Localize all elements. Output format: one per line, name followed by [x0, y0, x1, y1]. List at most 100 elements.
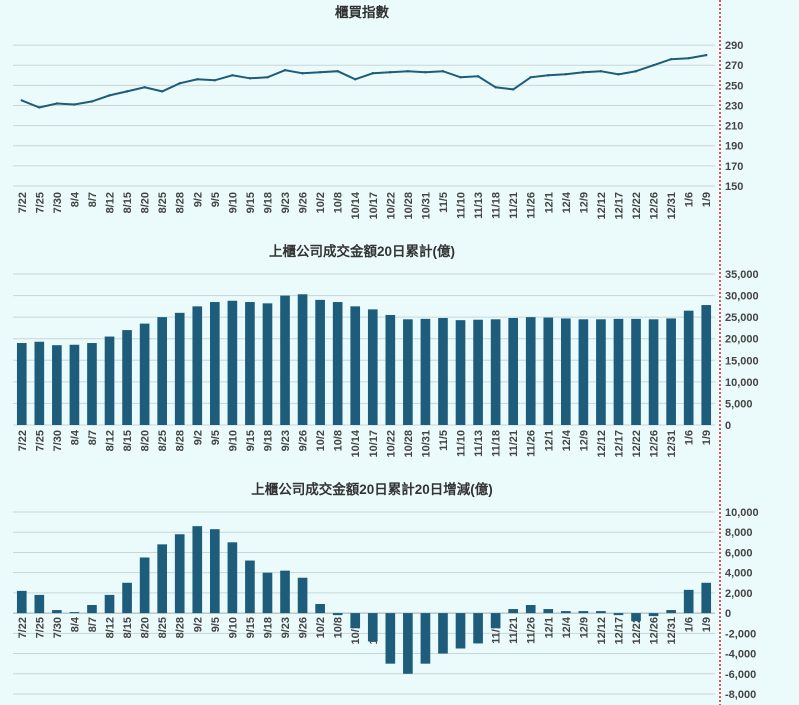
index-point — [582, 71, 585, 74]
x-tick-label: 12/26 — [649, 192, 661, 220]
change-bar — [227, 542, 238, 614]
turnover-bar — [701, 305, 712, 425]
turnover-bar — [87, 343, 97, 425]
x-tick-label: 11/26 — [526, 617, 538, 644]
change-bar — [122, 582, 132, 614]
y-tick-label: 35,000 — [725, 269, 759, 281]
turnover-chart-title: 上櫃公司成交金額20日累計(億) — [269, 243, 455, 259]
x-tick-label: 8/20 — [140, 430, 152, 451]
y-tick-label: 270 — [725, 60, 743, 72]
x-tick-label: 11/26 — [526, 430, 538, 457]
change-bar — [104, 594, 115, 614]
index-point — [459, 76, 462, 79]
turnover-bar — [192, 306, 203, 425]
x-tick-label: 9/15 — [245, 430, 257, 451]
turnover-bar — [473, 319, 483, 425]
turnover-bar — [16, 343, 27, 425]
x-tick-label: 12/12 — [596, 192, 608, 220]
change-bar — [613, 613, 624, 616]
turnover-bar — [174, 312, 185, 425]
change-bar — [174, 534, 185, 614]
turnover-bar — [34, 341, 45, 425]
x-tick-label: 8/28 — [175, 430, 187, 451]
index-point — [125, 90, 129, 93]
turnover-bar — [227, 300, 238, 425]
turnover-bar — [578, 319, 589, 425]
x-tick-label: 1/9 — [701, 192, 713, 207]
turnover-change-bar-panel: 上櫃公司成交金額20日累計20日增減(億) -8,000 -6,000 -4,000… — [13, 481, 759, 701]
turnover-bar — [332, 302, 343, 425]
index-point — [476, 75, 480, 78]
x-tick-label: 8/15 — [122, 430, 134, 451]
y-tick-label: 210 — [725, 121, 743, 133]
x-tick-label: 8/12 — [105, 192, 117, 213]
index-point — [547, 74, 550, 77]
x-tick-label: 7/25 — [34, 430, 46, 451]
change-bar — [648, 613, 659, 617]
x-tick-label: 10/8 — [333, 617, 345, 638]
index-point — [564, 73, 568, 76]
y-tick-label: 0 — [725, 420, 731, 432]
turnover-bar — [560, 318, 571, 425]
x-tick-label: 11/5 — [438, 192, 450, 213]
x-tick-label: 10/22 — [385, 192, 397, 220]
change-bar — [16, 590, 27, 614]
y-tick-label: 0 — [725, 608, 731, 620]
change-bar — [683, 589, 694, 614]
index-point — [318, 71, 322, 74]
index-point — [160, 90, 164, 93]
change-bar — [315, 604, 325, 614]
y-tick-label: 25,000 — [725, 312, 759, 324]
x-tick-label: 11/10 — [456, 430, 468, 457]
y-tick-label: -4,000 — [725, 649, 756, 661]
index-point — [687, 56, 690, 60]
x-tick-label: 12/17 — [613, 617, 625, 645]
index-series-line — [21, 54, 707, 109]
index-point — [213, 79, 217, 82]
x-tick-label: 9/26 — [298, 430, 310, 451]
x-tick-label: 11/18 — [491, 430, 503, 457]
index-point — [494, 86, 497, 89]
x-tick-label: 12/22 — [631, 192, 643, 220]
x-tick-label: 8/7 — [87, 430, 99, 445]
index-point — [354, 78, 357, 81]
x-tick-label: 1/6 — [684, 192, 696, 207]
change-bar — [69, 612, 80, 614]
change-bar — [297, 577, 308, 614]
index-point — [231, 74, 234, 77]
x-tick-label: 8/25 — [157, 192, 169, 213]
change-bar — [631, 613, 641, 622]
change-bar — [438, 613, 448, 654]
x-tick-label: 8/4 — [69, 191, 81, 207]
x-tick-label: 9/23 — [280, 617, 292, 638]
x-tick-label: 11/13 — [473, 192, 485, 219]
x-tick-label: 10/17 — [368, 192, 380, 220]
index-point — [108, 94, 111, 97]
x-tick-label: 9/10 — [227, 430, 239, 451]
index-point — [266, 76, 269, 79]
x-tick-label: 11/18 — [491, 192, 503, 219]
index-point — [406, 70, 410, 73]
x-tick-label: 12/31 — [666, 192, 678, 220]
x-tick-label: 12/22 — [631, 617, 643, 645]
change-bar — [473, 613, 483, 644]
y-tick-label: -8,000 — [725, 689, 756, 701]
x-tick-label: 10/2 — [315, 192, 327, 213]
x-tick-label: 12/1 — [543, 192, 555, 213]
x-tick-label: 1/9 — [701, 430, 713, 445]
x-tick-label: 10/2 — [315, 617, 327, 638]
y-tick-label: -2,000 — [725, 628, 756, 640]
index-point — [634, 70, 638, 73]
change-bar — [455, 613, 466, 649]
x-tick-label: 7/25 — [34, 192, 46, 213]
turnover-bar — [52, 345, 62, 425]
y-tick-label: 20,000 — [725, 334, 759, 346]
x-tick-label: 11/21 — [508, 430, 520, 457]
x-tick-label: 10/17 — [368, 430, 380, 458]
index-point — [652, 63, 655, 67]
x-tick-label: 7/30 — [52, 617, 64, 638]
x-tick-label: 8/20 — [140, 192, 152, 213]
x-tick-label: 9/18 — [262, 430, 274, 451]
change-bar — [403, 613, 413, 674]
x-tick-label: 7/22 — [17, 617, 29, 638]
